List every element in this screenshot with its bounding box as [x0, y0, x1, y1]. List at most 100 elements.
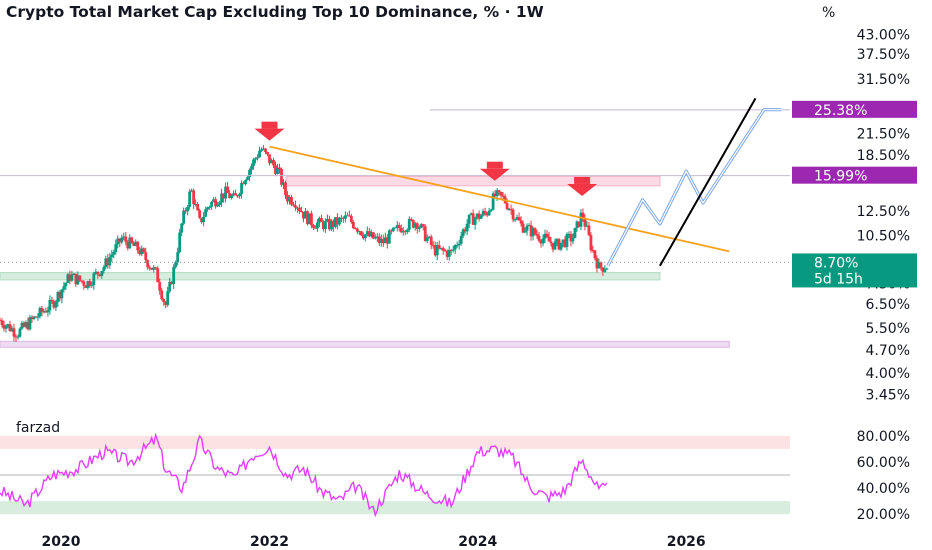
candle: [361, 232, 365, 240]
candle: [252, 157, 255, 170]
price-badge: 15.99%: [792, 166, 917, 185]
candle: [276, 163, 279, 175]
candle: [539, 239, 543, 248]
candle: [351, 220, 355, 230]
candle: [399, 224, 403, 234]
candle: [224, 182, 227, 203]
candle: [385, 234, 389, 249]
candle: [80, 280, 84, 284]
candle: [335, 213, 339, 230]
candle: [405, 228, 409, 235]
x-tick-label: 2026: [667, 534, 706, 550]
candle: [172, 264, 176, 289]
rsi-layer: [0, 432, 790, 518]
low-zone: [0, 340, 730, 348]
candle: [98, 273, 102, 277]
candle: [308, 213, 311, 225]
candle: [242, 181, 245, 185]
x-tick-label: 2022: [250, 534, 289, 550]
y-tick-label: 21.50%: [857, 126, 910, 142]
candle: [597, 258, 601, 269]
candle: [264, 148, 267, 155]
candle: [160, 287, 164, 301]
x-tick-label: 2020: [42, 534, 81, 550]
candle: [26, 317, 30, 331]
candle: [52, 299, 56, 310]
candle: [465, 219, 469, 236]
candle: [537, 232, 541, 243]
chart-title: Crypto Total Market Cap Excluding Top 10…: [6, 3, 544, 21]
candle: [403, 230, 407, 236]
candle: [337, 216, 341, 227]
resistance-zone: [285, 175, 661, 187]
candle: [603, 265, 607, 273]
candle: [497, 189, 501, 196]
candle: [48, 295, 52, 315]
candle: [268, 154, 271, 166]
y-tick-label: 5.50%: [866, 321, 910, 337]
candle: [20, 320, 24, 330]
candle: [126, 239, 130, 251]
candle: [314, 225, 317, 229]
candle: [272, 157, 275, 169]
rsi-tick-label: 20.00%: [857, 507, 910, 523]
candle: [266, 151, 269, 157]
candle: [150, 267, 154, 271]
candle: [202, 211, 206, 227]
candle: [330, 219, 333, 232]
candle: [533, 227, 537, 236]
candle: [449, 249, 453, 255]
candle: [343, 211, 347, 223]
price-badge: 8.70%5d 15h: [792, 253, 917, 288]
candle: [256, 154, 259, 161]
resistance-trendline: [269, 145, 730, 253]
candle: [395, 221, 399, 232]
candle: [236, 194, 239, 198]
candle: [583, 214, 587, 231]
candle: [96, 271, 100, 279]
candle: [10, 325, 14, 332]
candle: [411, 219, 415, 229]
candle: [513, 218, 517, 222]
candle: [16, 334, 20, 340]
candle: [206, 206, 210, 212]
candle: [567, 231, 571, 239]
candle: [345, 212, 349, 217]
candle: [4, 324, 8, 333]
candle: [581, 208, 585, 222]
top-marker: [567, 176, 598, 196]
candle: [543, 229, 547, 244]
candle: [84, 284, 88, 288]
candle: [579, 209, 583, 231]
candle: [246, 175, 249, 181]
candle: [569, 231, 573, 247]
candle: [415, 222, 419, 234]
candle: [525, 223, 529, 236]
candle: [254, 157, 257, 164]
candle: [74, 273, 78, 287]
candle: [571, 233, 575, 245]
candle: [521, 220, 525, 234]
candle: [162, 297, 166, 306]
candle: [463, 226, 467, 234]
candle: [324, 218, 327, 233]
candle: [250, 163, 253, 175]
candle: [148, 265, 152, 271]
candle: [244, 179, 247, 186]
candle: [292, 201, 295, 207]
zones-layer: [0, 175, 730, 348]
candle: [387, 229, 391, 244]
candle: [477, 210, 481, 222]
candle: [130, 236, 134, 244]
candle: [515, 214, 519, 221]
y-tick-label: 31.50%: [857, 72, 910, 88]
candle: [379, 234, 383, 247]
candle: [369, 229, 373, 238]
candle: [18, 327, 22, 338]
price-badge-sublabel: 5d 15h: [814, 271, 863, 287]
candle: [557, 237, 561, 251]
candle: [531, 226, 535, 241]
candle: [363, 234, 367, 242]
candle: [200, 217, 204, 224]
